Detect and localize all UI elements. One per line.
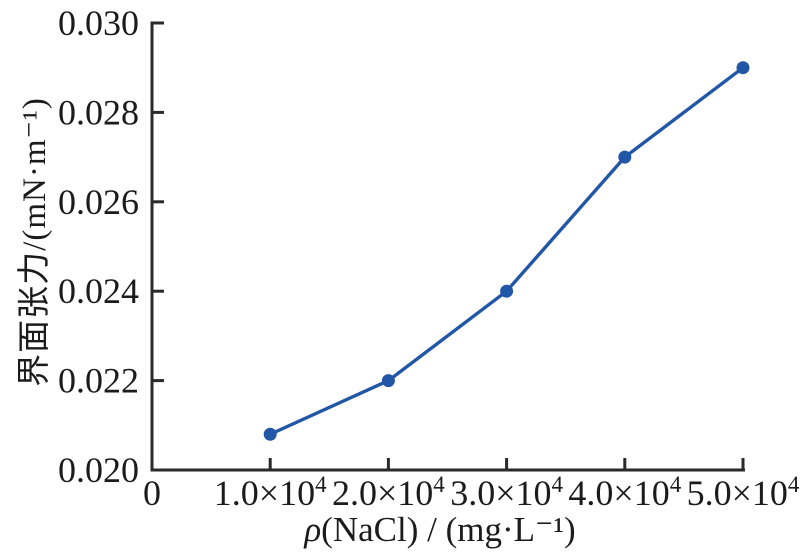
data-point bbox=[263, 427, 277, 441]
x-axis-label-units: (NaCl) / (mg·L⁻¹) bbox=[321, 510, 576, 549]
x-tick-label: 3.0×104 bbox=[450, 472, 563, 513]
x-axis-label: ρ(NaCl) / (mg·L⁻¹) bbox=[304, 510, 575, 550]
x-tick-label: 1.0×104 bbox=[214, 472, 327, 513]
data-point bbox=[381, 374, 395, 388]
y-tick-label: 0.028 bbox=[58, 92, 139, 132]
series-line bbox=[268, 65, 745, 436]
data-point bbox=[500, 284, 514, 298]
x-tick-label: 2.0×104 bbox=[332, 472, 445, 513]
y-tick-label: 0.024 bbox=[58, 271, 139, 311]
y-tick-label: 0.020 bbox=[58, 450, 139, 490]
data-point bbox=[618, 150, 632, 164]
y-tick-label: 0.022 bbox=[58, 361, 139, 401]
x-tick-label: 4.0×104 bbox=[568, 472, 681, 513]
data-point bbox=[736, 61, 750, 75]
x-tick-label: 0 bbox=[143, 473, 161, 513]
y-axis-label: 界面张力/(mN·m⁻¹) bbox=[17, 97, 53, 387]
y-tick-label: 0.026 bbox=[58, 182, 139, 222]
y-tick-label: 0.030 bbox=[58, 3, 139, 43]
x-tick-label: 5.0×104 bbox=[687, 472, 800, 513]
axis-spines bbox=[150, 21, 745, 472]
x-axis-label-rho: ρ bbox=[304, 510, 322, 549]
